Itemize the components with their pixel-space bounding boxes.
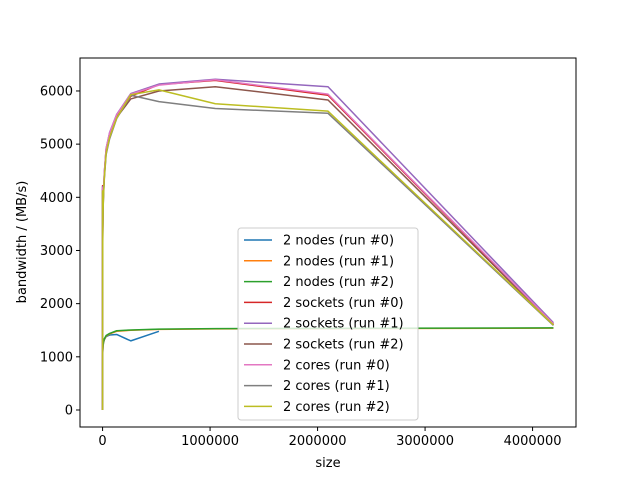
legend-label-7: 2 cores (run #0) [283,358,390,373]
legend-box [237,227,419,421]
y-tick-label: 5000 [40,138,73,153]
y-axis: 0 1000 2000 3000 4000 5000 6000 [40,84,80,418]
y-tick-label: 4000 [40,191,73,206]
legend: 2 nodes (run #0) 2 nodes (run #1) 2 nodes … [237,227,419,421]
legend-label-2: 2 nodes (run #1) [283,254,394,269]
x-tick-label: 0 [98,434,106,449]
y-tick-label: 6000 [40,84,73,99]
x-axis-title: size [315,456,340,471]
y-axis-title: bandwidth / (MB/s) [15,181,30,304]
legend-label-3: 2 nodes (run #2) [283,275,394,290]
legend-label-5: 2 sockets (run #1) [283,317,404,332]
plot-frame [79,57,577,428]
legend-label-6: 2 sockets (run #2) [283,338,404,353]
legend-label-8: 2 cores (run #1) [283,379,390,394]
x-tick-label: 4000000 [504,434,562,449]
y-tick-label: 3000 [40,244,73,259]
y-tick-label: 0 [65,403,73,418]
legend-label-1: 2 nodes (run #0) [283,234,394,249]
plot-lines [101,78,555,410]
legend-label-9: 2 cores (run #2) [283,400,390,415]
legend-label-4: 2 sockets (run #0) [283,296,404,311]
series-line-9 [101,89,554,410]
x-tick-label: 1000000 [181,434,239,449]
x-tick-label: 2000000 [289,434,347,449]
x-tick-label: 3000000 [396,434,454,449]
y-tick-label: 2000 [40,297,73,312]
y-tick-label: 1000 [40,350,73,365]
x-axis: 0 1000000 2000000 3000000 4000000 [98,427,562,449]
